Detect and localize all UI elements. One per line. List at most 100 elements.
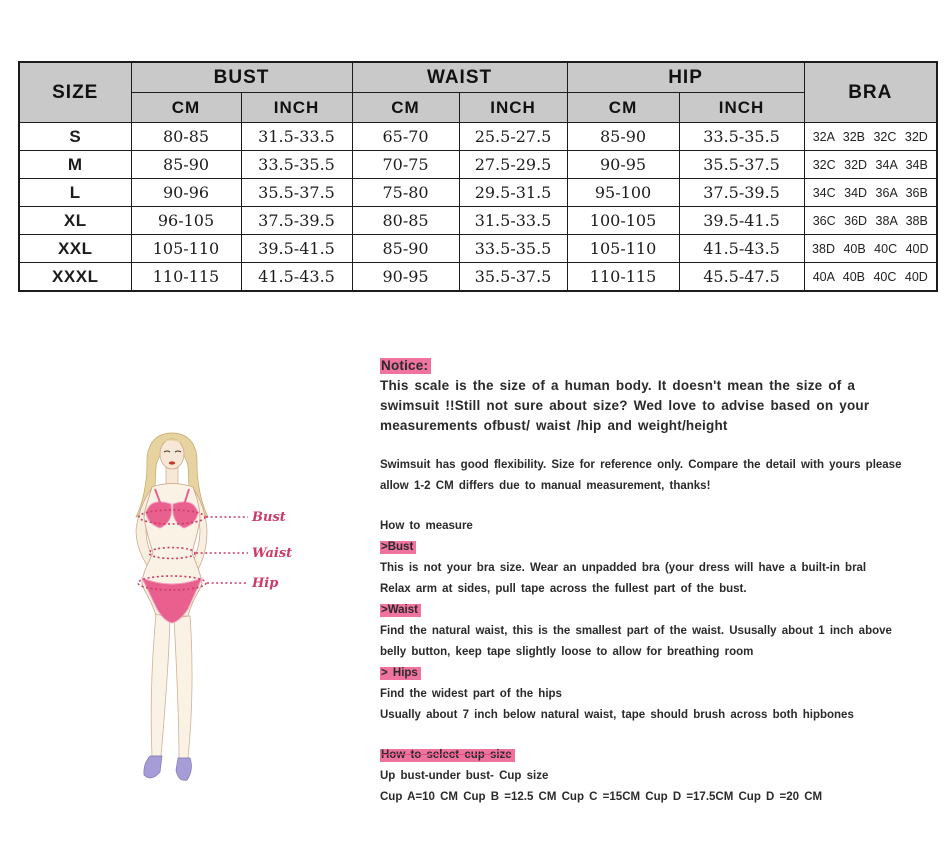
figure-right-shoe — [175, 757, 192, 781]
notice-line: This scale is the size of a human body. … — [380, 378, 856, 393]
cell-bust-cm: 90-96 — [130, 178, 242, 207]
figure-bikini-bottom — [140, 577, 203, 624]
notice-line: measurements ofbust/ waist /hip and weig… — [380, 418, 728, 433]
notice-heading: Notice: — [380, 356, 940, 376]
cell-bra: 32A 32B 32C 32D — [803, 122, 938, 151]
table-row: XXL 105-110 39.5-41.5 85-90 33.5-35.5 105-110… — [18, 234, 938, 263]
cell-hip-inch: 39.5-41.5 — [678, 206, 805, 235]
cup-size-heading: How to select cup size — [380, 745, 940, 766]
table-row: M 85-90 33.5-35.5 70-75 27.5-29.5 90-95 35.5-3… — [18, 150, 938, 179]
cell-bra: 40A 40B 40C 40D — [803, 262, 938, 292]
bust-heading: >Bust — [380, 537, 940, 558]
cell-waist-cm: 90-95 — [351, 262, 460, 292]
waist-label: Waist — [252, 546, 292, 561]
figure-left-leg — [150, 613, 171, 757]
cell-bra: 34C 34D 36A 36B — [803, 178, 938, 207]
cell-bust-inch: 33.5-35.5 — [240, 150, 353, 179]
cell-hip-inch: 45.5-47.5 — [678, 262, 805, 292]
figure-right-eye — [174, 450, 182, 453]
notice-line: swimsuit !!Still not sure about size? We… — [380, 398, 870, 413]
bust-line: This is not your bra size. Wear an unpad… — [380, 562, 867, 574]
figure-left-shoe — [143, 755, 163, 779]
cell-waist-inch: 33.5-35.5 — [458, 234, 568, 263]
notice-heading-highlight: Notice: — [380, 358, 432, 374]
figure-lips — [168, 461, 176, 465]
cell-hip-cm: 105-110 — [566, 234, 680, 263]
cup-line: Cup A=10 CM Cup B =12.5 CM Cup C =15CM C… — [380, 791, 823, 803]
cell-waist-cm: 80-85 — [351, 206, 460, 235]
col-header-hip: HIP — [566, 61, 805, 93]
col-header-hip-cm: CM — [566, 92, 680, 123]
cell-bust-inch: 41.5-43.5 — [240, 262, 353, 292]
cell-hip-cm: 95-100 — [566, 178, 680, 207]
figure-bikini-strap-left — [154, 488, 162, 506]
table-row: S 80-85 31.5-33.5 65-70 25.5-27.5 85-90 33.5-3… — [18, 122, 938, 151]
cell-bra: 38D 40B 40C 40D — [803, 234, 938, 263]
cell-bust-inch: 37.5-39.5 — [240, 206, 353, 235]
col-header-bust-cm: CM — [130, 92, 242, 123]
flexibility-line: Swimsuit has good flexibility. Size for … — [380, 459, 902, 471]
bust-heading-highlight: >Bust — [380, 541, 417, 554]
waist-heading-highlight: >Waist — [380, 604, 421, 617]
cell-size: S — [18, 122, 132, 151]
figure-face — [159, 438, 185, 470]
measurement-figure: Bust Waist Hip — [100, 418, 370, 808]
cell-bra: 32C 32D 34A 34B — [803, 150, 938, 179]
figure-right-leg — [173, 615, 193, 759]
hips-heading-highlight: > Hips — [380, 667, 421, 680]
col-header-waist-cm: CM — [351, 92, 460, 123]
col-header-size: SIZE — [18, 61, 132, 123]
waist-line: Find the natural waist, this is the smal… — [380, 625, 892, 637]
notes-block: Notice: This scale is the size of a human… — [380, 356, 940, 808]
bust-line: Relax arm at sides, pull tape across the… — [380, 583, 747, 595]
size-chart-table: SIZE BUST WAIST HIP BRA CM INCH CM INCH … — [18, 61, 939, 292]
cell-size: L — [18, 178, 132, 207]
cell-waist-inch: 27.5-29.5 — [458, 150, 568, 179]
cell-hip-cm: 90-95 — [566, 150, 680, 179]
waist-line: belly button, keep tape slightly loose t… — [380, 646, 754, 658]
figure-bikini-strap-right — [183, 488, 190, 506]
figure-illustration: Bust Waist Hip — [135, 432, 292, 781]
hip-measure-ellipse — [137, 575, 207, 591]
cup-line: Up bust-under bust- Cup size — [380, 770, 549, 782]
hips-line: Usually about 7 inch below natural waist… — [380, 709, 854, 721]
bust-measure-ellipse — [138, 509, 206, 525]
cell-bust-cm: 85-90 — [130, 150, 242, 179]
cell-size: XXXL — [18, 262, 132, 292]
cell-bust-cm: 96-105 — [130, 206, 242, 235]
cell-bust-cm: 80-85 — [130, 122, 242, 151]
cell-waist-inch: 31.5-33.5 — [458, 206, 568, 235]
cell-size: M — [18, 150, 132, 179]
table-row: XL 96-105 37.5-39.5 80-85 31.5-33.5 100-105 39… — [18, 206, 938, 235]
cell-hip-cm: 85-90 — [566, 122, 680, 151]
cell-hip-inch: 37.5-39.5 — [678, 178, 805, 207]
size-chart-container: SIZE BUST WAIST HIP BRA CM INCH CM INCH … — [18, 61, 939, 292]
table-row: XXXL 110-115 41.5-43.5 90-95 35.5-37.5 110-11… — [18, 262, 938, 292]
cell-bust-inch: 39.5-41.5 — [240, 234, 353, 263]
figure-fringe — [159, 439, 184, 446]
figure-left-eye — [163, 450, 171, 453]
cell-waist-inch: 35.5-37.5 — [458, 262, 568, 292]
table-row: L 90-96 35.5-37.5 75-80 29.5-31.5 95-100 37.5-… — [18, 178, 938, 207]
waist-measure-ellipse — [148, 546, 196, 560]
col-header-bra: BRA — [803, 61, 938, 123]
col-header-bust-inch: INCH — [240, 92, 353, 123]
cell-waist-cm: 75-80 — [351, 178, 460, 207]
cell-waist-cm: 85-90 — [351, 234, 460, 263]
hips-line: Find the widest part of the hips — [380, 688, 562, 700]
cell-hip-cm: 100-105 — [566, 206, 680, 235]
cell-size: XXL — [18, 234, 132, 263]
hips-heading: > Hips — [380, 663, 940, 684]
col-header-waist-inch: INCH — [458, 92, 568, 123]
waist-heading: >Waist — [380, 600, 940, 621]
cell-waist-inch: 25.5-27.5 — [458, 122, 568, 151]
cup-size-heading-highlight: How to select cup size — [380, 749, 515, 762]
figure-bikini-top-right-cup — [172, 501, 199, 529]
how-to-measure-heading: How to measure — [380, 520, 473, 532]
col-header-bust: BUST — [130, 61, 353, 93]
col-header-hip-inch: INCH — [678, 92, 805, 123]
cell-hip-cm: 110-115 — [566, 262, 680, 292]
hip-label: Hip — [251, 576, 278, 591]
cell-bust-cm: 110-115 — [130, 262, 242, 292]
cell-bra: 36C 36D 38A 38B — [803, 206, 938, 235]
